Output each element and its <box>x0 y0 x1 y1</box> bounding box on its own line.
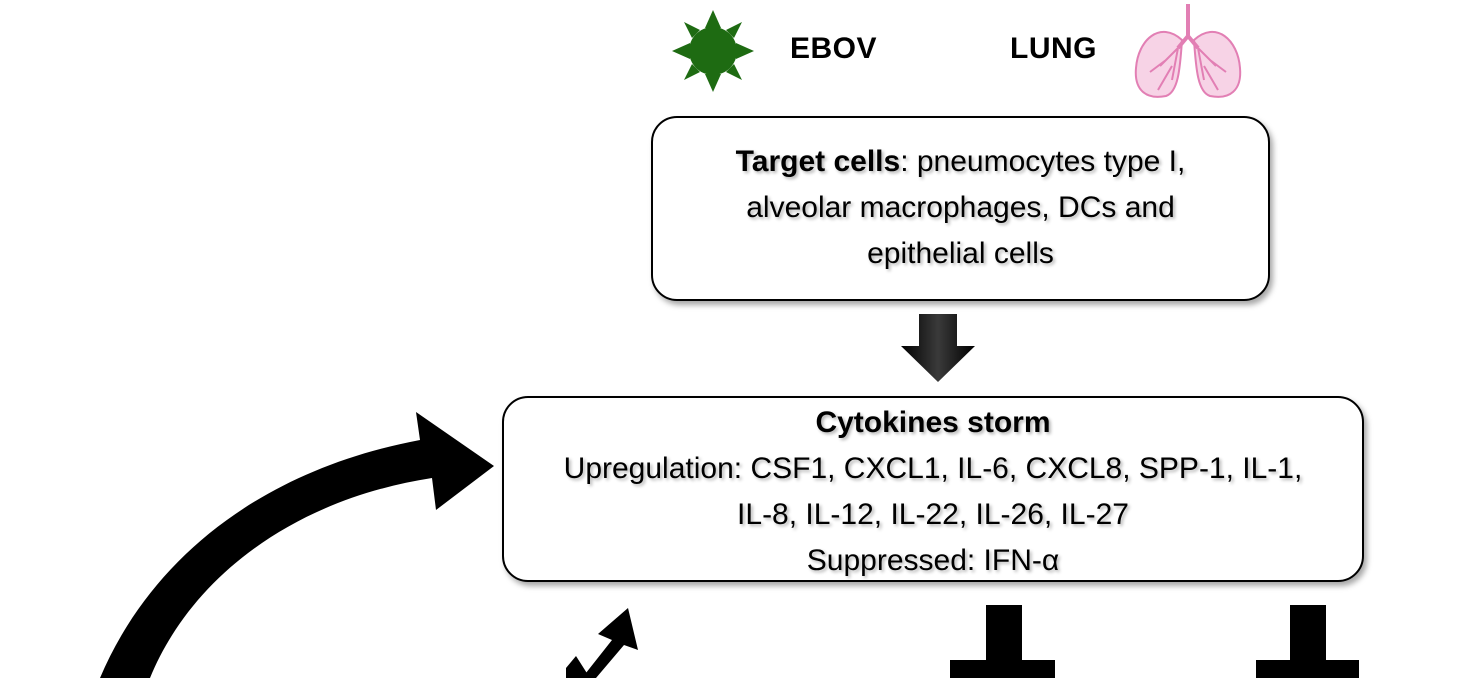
curved-arrow <box>100 412 494 678</box>
virus-icon <box>672 10 754 92</box>
target-cells-box: Target cells: pneumocytes type I, alveol… <box>651 116 1270 301</box>
storm-line-2: IL-8, IL-12, IL-22, IL-26, IL-27 <box>737 498 1129 531</box>
down-arrow-1 <box>901 314 975 382</box>
storm-line-3: Suppressed: IFN-α <box>806 544 1060 577</box>
lung-icon <box>1134 4 1242 98</box>
storm-title: Cytokines storm <box>815 406 1051 439</box>
virus-label: EBOV <box>790 32 878 65</box>
target-title: Target cells <box>735 145 901 178</box>
double-arrow <box>566 608 638 678</box>
down-arrow-2 <box>950 605 1055 678</box>
cytokines-storm-box: Cytokines storm Upregulation: CSF1, CXCL… <box>502 396 1364 582</box>
target-line-3: epithelial cells <box>867 237 1054 270</box>
target-line-2: alveolar macrophages, DCs and <box>746 191 1175 224</box>
target-text-1: : pneumocytes type I, <box>900 145 1186 178</box>
target-line-1: Target cells: pneumocytes type I, <box>653 139 1268 185</box>
organ-label: LUNG <box>1010 32 1097 65</box>
storm-line-1: Upregulation: CSF1, CXCL1, IL-6, CXCL8, … <box>563 452 1303 485</box>
down-arrow-3 <box>1256 605 1359 678</box>
